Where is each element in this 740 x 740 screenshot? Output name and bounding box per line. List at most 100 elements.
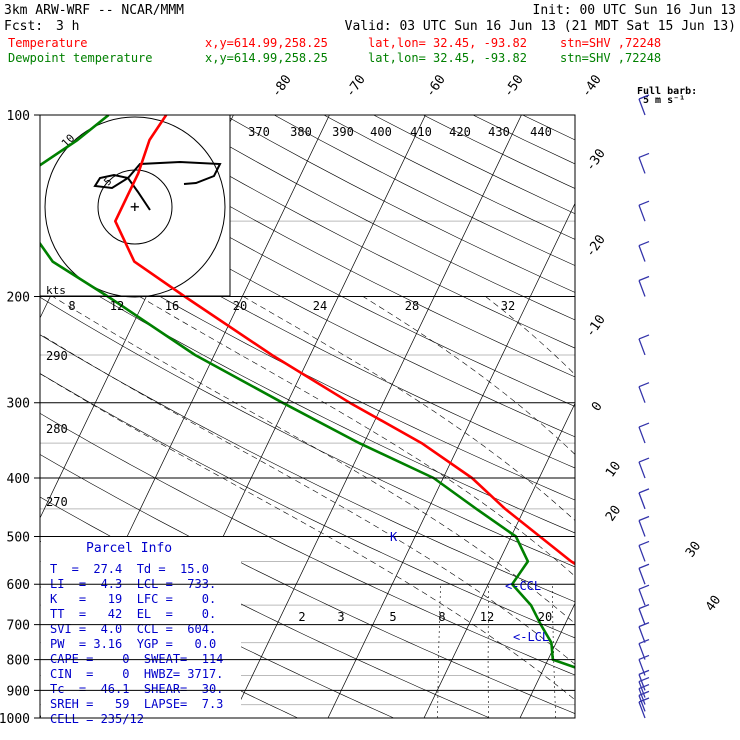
wind-barb-flag-700 (638, 603, 650, 610)
theta-label-410: 410 (410, 125, 432, 139)
theta-label-440: 440 (530, 125, 552, 139)
parcel-row-0: T = 27.4 Td = 15.0 (50, 562, 209, 576)
hodograph-origin-marker: + (130, 197, 140, 216)
temperature-line (114, 115, 575, 566)
wind-barb-staff-300 (638, 386, 646, 403)
moist-label-20: 20 (233, 299, 247, 313)
lcl-annotation: <-LCL (513, 630, 549, 644)
wind-barb-flag-650 (638, 584, 650, 590)
moist-label-24: 24 (313, 299, 327, 313)
moist-label-28: 28 (405, 299, 419, 313)
parcel-row-2: K = 19 LFC = 0. (50, 592, 216, 606)
theta-label-370: 370 (248, 125, 270, 139)
pressure-label-500: 500 (7, 530, 30, 545)
wind-barb-staff-550 (638, 545, 646, 562)
legend-dew-xy: x,y=614.99,258.25 (205, 51, 328, 65)
wind-barb-flag-500 (638, 515, 650, 522)
wind-barb-staff-1000 (638, 701, 646, 719)
hodograph-units: kts (46, 284, 66, 297)
mixing-ratio-label-2: 2 (298, 610, 305, 624)
mixing-ratio-label-20: 20 (538, 610, 552, 624)
wind-barb-staff-975 (638, 695, 646, 712)
wind-barb-flag-750 (638, 622, 650, 628)
hodograph-trace (93, 160, 222, 211)
wind-barb-staff-150 (638, 204, 646, 222)
theta-label-380: 380 (290, 125, 312, 139)
parcel-row-9: SREH = 59 LAPSE= 7.3 (50, 697, 223, 711)
dry-adiabat-290 (40, 412, 575, 676)
pressure-label-700: 700 (7, 619, 30, 634)
wind-barb-flag-350 (638, 422, 650, 428)
legend-temp-name: Temperature (8, 36, 87, 50)
mixing-ratio-label-12: 12 (480, 610, 494, 624)
pressure-label-400: 400 (7, 472, 30, 487)
theta-label-left-280: 280 (46, 422, 68, 436)
mixing-ratio-label-3: 3 (337, 610, 344, 624)
wind-barb-staff-850 (638, 659, 646, 676)
dry-adiabat-300 (40, 373, 575, 639)
isotherm-label-30: 30 (683, 539, 704, 560)
dry-adiabat-360 (40, 156, 575, 438)
wind-barb-staff-500 (638, 520, 646, 537)
wind-barb-flag-925 (638, 676, 650, 683)
wind-barb-staff-950 (638, 688, 646, 705)
wind-barb-flag-550 (638, 540, 650, 547)
isotherm--20 (327, 202, 575, 718)
wind-barb-staff-125 (638, 157, 646, 174)
parcel-row-7: CIN = 0 HWBZ= 3717. (50, 667, 223, 681)
mixing-ratio-5 (552, 584, 556, 718)
model-title: 3km ARW-WRF -- NCAR/MMM (4, 3, 184, 18)
moist-label-32: 32 (501, 299, 515, 313)
moist-label-8: 8 (68, 299, 75, 313)
isotherm-label--30: -30 (583, 146, 609, 174)
parcel-panel-bg (41, 537, 241, 718)
parcel-row-8: Tc = 46.1 SHEAR= 30. (50, 682, 223, 696)
wind-barb-flag-100 (638, 94, 650, 100)
isotherm-label--70: -70 (343, 72, 369, 100)
mixing-ratio-3 (487, 584, 489, 718)
wind-barb-staff-800 (638, 643, 646, 660)
isotherm-label--50: -50 (501, 72, 527, 100)
wind-barb-flag-600 (638, 563, 650, 569)
parcel-row-6: CAPE = 0 SWEAT= 114 (50, 652, 223, 666)
parcel-row-5: PW = 3.16 YGP = 0.0 (50, 637, 216, 651)
init-time: Init: 00 UTC Sun 16 Jun 13 (533, 3, 737, 18)
pressure-label-300: 300 (7, 397, 30, 412)
isotherm-label--40: -40 (579, 72, 605, 100)
wind-barb-staff-925 (638, 681, 646, 698)
wind-barb-staff-650 (638, 588, 646, 606)
dry-adiabat-450 (423, 115, 575, 189)
moist-adiabat-24 (243, 296, 575, 521)
theta-label-390: 390 (332, 125, 354, 139)
dry-adiabat-440 (373, 115, 575, 214)
barb-legend-line2: 5 m s⁻¹ (643, 95, 685, 106)
dewpoint-line (40, 115, 575, 669)
isotherm--10 (423, 402, 575, 718)
wind-barb-staff-175 (638, 245, 646, 262)
isotherm-label-20: 20 (603, 503, 624, 524)
mixing-ratio-12 (669, 584, 680, 718)
isotherm-label--10: -10 (583, 312, 609, 340)
barb-legend-line1: Full barb: (637, 86, 697, 97)
legend-temp-xy: x,y=614.99,258.25 (205, 36, 328, 50)
wind-barb-flag-250 (638, 334, 650, 340)
wind-barb-flag-450 (638, 488, 650, 494)
wind-barb-staff-100 (638, 98, 646, 116)
wind-barb-staff-900 (638, 674, 646, 691)
theta-label-420: 420 (449, 125, 471, 139)
moist-label-16: 16 (165, 299, 179, 313)
isotherm-label--20: -20 (583, 232, 609, 260)
mixing-ratio-8 (614, 584, 621, 718)
valid-time: Valid: 03 UTC Sun 16 Jun 13 (21 MDT Sat … (345, 19, 736, 34)
wind-barb-flag-200 (638, 275, 650, 282)
isotherm-label-40: 40 (703, 593, 724, 614)
mixing-ratio-label-8: 8 (438, 610, 445, 624)
mixing-ratio-2 (437, 584, 441, 718)
pressure-label-600: 600 (7, 578, 30, 593)
wind-barb-flag-300 (638, 382, 650, 388)
pressure-label-200: 200 (7, 291, 30, 306)
isotherm-label--80: -80 (269, 72, 295, 100)
dry-adiabat-470 (522, 115, 575, 141)
parcel-info-title: Parcel Info (86, 541, 172, 556)
